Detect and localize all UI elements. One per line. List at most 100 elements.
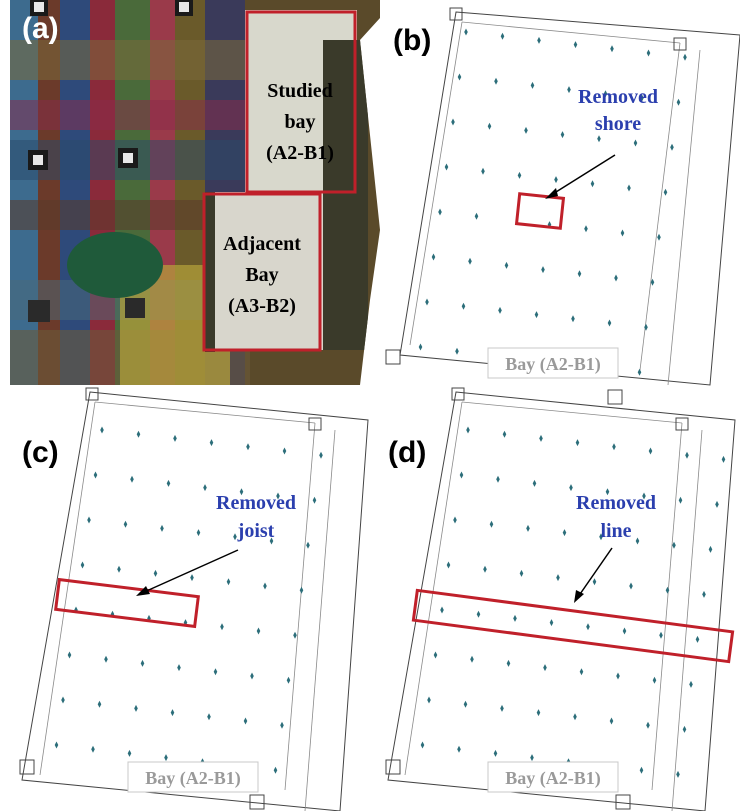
annotation-b-line-1: Removed [578,86,658,108]
shore-marker [67,651,72,659]
shore-marker [685,451,689,459]
shore-marker [650,278,655,286]
shore-marker [607,319,612,327]
shore-marker [577,270,582,278]
bay-tag-b: Bay (A2-B1) [505,354,601,375]
shore-marker [500,32,505,40]
shore-marker [246,443,250,451]
shore-marker [573,41,578,49]
shore-marker [676,98,681,106]
bay-tag-box-d [487,761,619,793]
shore-marker [438,208,442,216]
shore-marker [97,700,102,708]
shore-marker [571,315,575,323]
panel-label-c: (c) [22,436,59,469]
shore-marker [567,86,571,94]
arrowhead-shore [545,188,558,199]
shore-marker [130,475,134,483]
shore-marker [117,565,121,573]
shore-marker [93,471,98,479]
adjacent-bay-line-2: Bay [245,264,278,286]
shore-marker [513,614,517,622]
shore-marker [682,725,687,733]
shore-marker [665,586,670,594]
shore-marker [203,484,207,492]
shore-marker [547,221,552,229]
arrowhead-joist [136,586,150,596]
shore-marker [689,680,693,688]
shore-marker [639,766,644,774]
shore-marker [672,541,676,549]
shore-marker [517,171,522,179]
annotation-b-line-2: shore [595,113,641,135]
shore-marker [524,126,528,134]
shore-marker [451,118,455,126]
shore-marker [644,323,648,331]
shore-marker [592,578,597,586]
shore-marker [597,135,601,143]
shore-marker [502,430,507,438]
shore-marker [427,696,431,704]
shore-marker [173,434,177,442]
shore-marker [160,524,164,532]
shore-marker [635,537,640,545]
shore-marker [91,745,95,753]
shore-marker [695,635,700,643]
shore-marker [702,590,706,598]
shore-marker [605,488,610,496]
shore-marker [464,28,468,36]
shore-marker [431,253,436,261]
shore-marker [256,627,261,635]
bay-tag-box-c [127,761,259,793]
shore-marker [616,672,620,680]
shore-marker [530,754,534,762]
shore-marker [127,749,132,757]
shore-marker [575,439,580,447]
shore-marker [721,455,726,463]
shore-marker [500,704,504,712]
shore-marker [170,709,175,717]
shore-marker [207,713,211,721]
shore-marker [166,479,171,487]
shore-marker [526,524,530,532]
shore-marker [134,704,138,712]
shore-marker [312,496,317,504]
shore-marker [190,574,194,582]
shore-marker [652,676,657,684]
shore-marker [612,443,616,451]
shore-marker [463,700,468,708]
shore-marker [586,623,590,631]
fe-mesh-image [10,0,380,385]
shore-marker [637,368,642,376]
shore-marker [293,631,297,639]
panel-c: Bay (A2-B1) (c) Removed joist [19,387,369,811]
panel-label-b: (b) [393,24,431,57]
annotation-c-line-2: joist [237,520,275,542]
shore-marker [657,233,661,241]
bay-tag-c: Bay (A2-B1) [145,768,241,789]
removed-joist-box [54,577,200,629]
panel-label-a: (a) [22,12,59,45]
shore-marker [659,631,663,639]
shore-marker [556,574,560,582]
shore-marker [569,484,573,492]
panel-a: (a) Studied bay (A2-B1) Adjacent Bay (A3… [10,0,380,385]
arrow-joist [141,549,239,594]
adjacent-bay-box [202,192,322,352]
shore-marker [455,347,459,355]
shore-marker [539,434,543,442]
shore-marker [678,496,683,504]
bay-tag-d: Bay (A2-B1) [505,768,601,789]
arrow-line [577,547,613,598]
shore-marker [496,475,500,483]
shore-marker [319,451,323,459]
shore-markers-b [418,28,687,376]
annotation-d-line-1: Removed [576,492,656,514]
shore-marker [599,533,603,541]
shore-marker [620,229,625,237]
shore-marker [646,721,650,729]
shore-marker [263,582,267,590]
shore-marker [250,672,254,680]
shore-marker [136,430,141,438]
